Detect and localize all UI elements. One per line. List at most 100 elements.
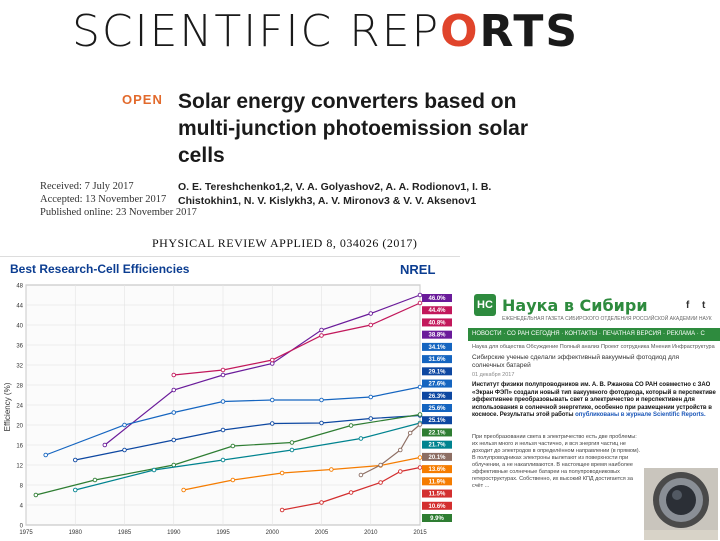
record-label: 34.1%	[428, 345, 446, 351]
record-label-box	[422, 416, 452, 425]
record-label: 11.9%	[429, 479, 446, 485]
record-label-box	[422, 318, 452, 327]
y-tick-label: 24	[16, 404, 23, 410]
nauka-site-name: Наука в Сибири	[502, 295, 648, 315]
data-point	[102, 442, 108, 448]
record-label-box	[422, 306, 452, 315]
data-point	[417, 422, 423, 427]
twitter-icon[interactable]: t	[702, 300, 706, 311]
record-label-box	[422, 391, 452, 400]
nauka-subnav[interactable]: Наука для общества Обсуждение Полный ана…	[472, 344, 715, 350]
chart-right-labels: 46.0% 44.4% 40.8% 38.8% 34.1% 31.6% 29.1% 27.6%…	[422, 294, 452, 522]
record-label: 29.1%	[428, 369, 446, 375]
nauka-headline[interactable]: Сибирские ученые сделали эффективный вак…	[472, 354, 680, 369]
record-label: 44.4%	[428, 308, 446, 314]
data-point	[319, 420, 324, 426]
y-tick-label: 28	[16, 384, 23, 390]
series-line	[45, 386, 421, 456]
record-label: 40.8%	[428, 320, 446, 326]
data-point	[329, 467, 334, 472]
y-tick-label: 36	[16, 344, 23, 350]
data-point	[319, 500, 324, 505]
x-tick-label: 2015	[413, 530, 427, 536]
data-point	[279, 470, 285, 476]
data-point	[171, 437, 176, 443]
nauka-v-sibiri-page: НС Наука в Сибири ЕЖЕНЕДЕЛЬНАЯ ГАЗЕТА СИ…	[468, 290, 720, 540]
record-label-box	[422, 367, 452, 376]
data-point	[319, 327, 324, 333]
record-label-box	[422, 330, 452, 339]
y-tick-label: 44	[16, 304, 23, 310]
data-point	[72, 457, 78, 463]
nauka-lead-link[interactable]: опубликованы в журнале Scientific Report…	[575, 412, 706, 418]
data-point	[72, 487, 78, 493]
efficiency-chart-svg: Best Research-Cell Efficiencies NREL Eff…	[3, 262, 452, 537]
chart-title: Best Research-Cell Efficiencies	[10, 262, 190, 276]
y-tick-label: 4	[20, 504, 24, 510]
x-tick-label: 1980	[69, 530, 83, 536]
y-tick-label: 16	[16, 444, 23, 450]
record-label-box	[422, 379, 452, 388]
nauka-nav-bar[interactable]: НОВОСТИ · СО РАН СЕГОДНЯ · КОНТАКТЫ · ПЕ…	[468, 328, 720, 341]
accepted-date: Accepted: 13 November 2017	[40, 194, 167, 205]
record-label-box	[422, 514, 452, 522]
data-point	[417, 465, 423, 470]
y-tick-label: 12	[16, 464, 23, 470]
data-point	[398, 469, 403, 474]
record-label: 46.0%	[428, 296, 446, 302]
data-point	[417, 412, 423, 417]
record-label: 11.5%	[429, 492, 446, 498]
received-date: Received: 7 July 2017	[40, 181, 134, 192]
chart-grid	[25, 284, 421, 526]
record-label: 31.6%	[428, 357, 446, 363]
record-label: 20.1%	[428, 455, 446, 461]
record-label-box	[422, 355, 452, 364]
series-line	[75, 422, 421, 491]
data-point	[270, 397, 275, 403]
record-label: 10.6%	[428, 504, 446, 510]
data-point	[407, 430, 413, 436]
facebook-icon[interactable]: f	[686, 300, 690, 311]
nauka-logo[interactable]: НС Наука в Сибири	[474, 294, 648, 316]
data-point	[92, 477, 98, 483]
data-point	[43, 452, 48, 458]
data-point	[220, 399, 226, 404]
y-tick-label: 48	[16, 284, 23, 290]
data-point	[368, 416, 374, 421]
record-label: 38.8%	[428, 333, 446, 339]
pra-citation: PHYSICAL REVIEW APPLIED 8, 034026 (2017)	[152, 236, 418, 250]
record-label-box	[422, 342, 452, 351]
record-label-box	[422, 465, 452, 474]
record-label-box	[422, 489, 452, 498]
record-label: 25.1%	[428, 418, 446, 424]
data-point	[171, 387, 176, 393]
series-line	[183, 456, 421, 491]
nauka-emblem-icon: НС	[474, 294, 496, 316]
gear-icon: O	[440, 6, 480, 57]
record-label: 25.6%	[428, 406, 446, 412]
data-point	[348, 490, 354, 495]
data-point	[368, 311, 374, 316]
data-point	[319, 333, 324, 338]
data-point	[122, 422, 127, 428]
y-tick-label: 8	[20, 484, 24, 490]
data-point	[378, 462, 383, 468]
series-line	[173, 302, 421, 376]
logo-text-end: RTS	[479, 6, 580, 57]
nauka-lead: Институт физики полупроводников им. А. В…	[472, 382, 716, 420]
data-point	[171, 462, 176, 468]
data-point	[230, 477, 236, 483]
y-tick-label: 40	[16, 324, 23, 330]
data-point	[220, 427, 226, 433]
record-label-box	[422, 452, 452, 461]
series-line	[75, 414, 421, 461]
record-label: 13.6%	[428, 467, 446, 473]
data-point	[289, 447, 295, 453]
record-label-box	[422, 440, 452, 449]
nauka-subtitle: ЕЖЕНЕДЕЛЬНАЯ ГАЗЕТА СИБИРСКОГО ОТДЕЛЕНИЯ…	[502, 316, 712, 322]
data-point	[220, 457, 226, 463]
data-point	[181, 487, 186, 493]
nrel-efficiency-chart: Best Research-Cell Efficiencies NREL Eff…	[0, 256, 460, 541]
data-point	[417, 384, 423, 390]
